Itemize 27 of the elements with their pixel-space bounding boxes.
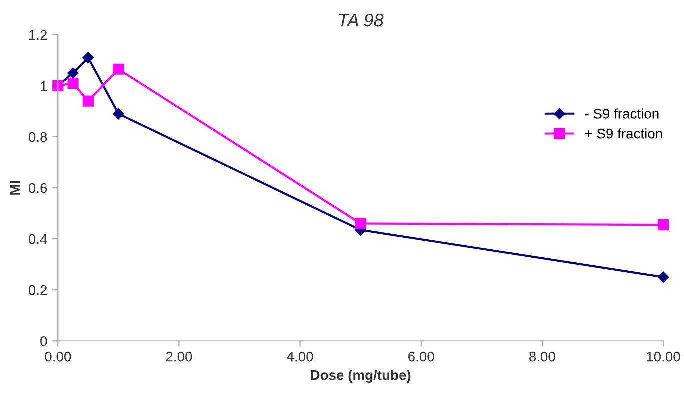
y-tick-label: 0.6 [28, 183, 48, 194]
x-tick-label: 0.00 [45, 352, 72, 362]
point [82, 52, 94, 64]
y-axis-title: MI [10, 181, 20, 195]
y-tick-label: 0.4 [28, 234, 48, 244]
point [68, 68, 79, 79]
y-tick-label: 0.8 [28, 132, 48, 142]
x-tick-label: 8.00 [530, 352, 556, 362]
x-axis-title: Dose (mg/tube) [311, 370, 411, 384]
y-tick-label: 0 [40, 336, 48, 346]
chart-title: TA 98 [339, 14, 384, 27]
point [658, 272, 670, 283]
point [355, 218, 366, 230]
x-tick-label: 10.00 [647, 352, 680, 362]
legend-label: - S9 fraction [585, 108, 659, 119]
y-tick-label: 1.2 [29, 30, 48, 40]
point [68, 78, 79, 89]
x-tick-label: 2.00 [166, 352, 192, 362]
x-tick-label: 4.00 [287, 352, 314, 362]
y-tick-label: 0.2 [28, 285, 48, 296]
point [658, 219, 670, 231]
point [113, 108, 124, 120]
x-tick-label: 6.00 [408, 352, 434, 362]
legend-label: + S9 fraction [585, 128, 662, 139]
y-tick-label: 1 [41, 81, 48, 91]
point [113, 64, 124, 75]
point [82, 96, 94, 107]
